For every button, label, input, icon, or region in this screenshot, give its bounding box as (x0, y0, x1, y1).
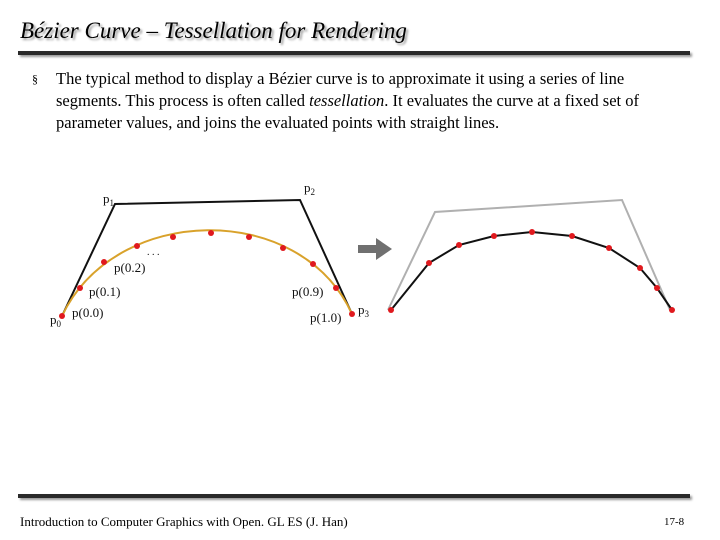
label-p3: p3 (358, 302, 370, 319)
bullet-text-part-2: . It evaluates the curve at a fixed set … (56, 91, 639, 132)
footer-divider (18, 494, 690, 498)
sample-point (654, 285, 660, 291)
title-divider (18, 51, 690, 55)
label-p-1-0: p(1.0) (310, 310, 341, 325)
sample-point (637, 265, 643, 271)
tessellated-polyline (390, 230, 673, 311)
sample-point (170, 234, 176, 240)
label-p-0-0: p(0.0) (72, 305, 103, 320)
sample-point (491, 233, 497, 239)
sample-point (280, 245, 286, 251)
sample-point (606, 245, 612, 251)
sample-point (388, 307, 394, 313)
left-diagram: p1 p2 p0 p3 p(0.0) p(0.1) p(0.2) p(0.9) … (50, 180, 370, 329)
label-p2: p2 (304, 180, 315, 197)
sample-point (208, 230, 214, 236)
sample-point (134, 243, 140, 249)
sample-point (529, 229, 535, 235)
label-p-0-1: p(0.1) (89, 284, 120, 299)
label-p0: p0 (50, 312, 62, 329)
sample-point (77, 285, 83, 291)
sample-point (310, 261, 316, 267)
right-diagram (387, 198, 675, 313)
label-p1: p1 (103, 191, 114, 208)
footer-course-title: Introduction to Computer Graphics with O… (20, 514, 348, 529)
label-p-0-9: p(0.9) (292, 284, 323, 299)
sample-point (426, 260, 432, 266)
bullet-text-part-1: The typical method to display a Bézier c… (56, 69, 625, 110)
curve-sample-points (59, 230, 355, 319)
control-polygon (61, 198, 353, 317)
sample-point (333, 285, 339, 291)
sample-point (456, 242, 462, 248)
control-polygon-faded (387, 198, 671, 311)
sample-point (569, 233, 575, 239)
bullet-text: The typical method to display a Bézier c… (56, 68, 692, 134)
bezier-curve (61, 229, 353, 317)
slide-number: 17-8 (664, 516, 685, 528)
sample-point (101, 259, 107, 265)
tessellation-figure: p1 p2 p0 p3 p(0.0) p(0.1) p(0.2) p(0.9) … (50, 180, 675, 329)
sample-point (669, 307, 675, 313)
ellipsis-label: . . . (147, 247, 160, 258)
sample-point (246, 234, 252, 240)
arrow-icon (358, 238, 392, 260)
sample-point (349, 311, 355, 317)
bullet-emphasis: tessellation (309, 91, 385, 110)
bullet-marker: § (32, 72, 38, 86)
sample-point (59, 313, 65, 319)
tessellation-points (388, 229, 675, 313)
label-p-0-2: p(0.2) (114, 260, 145, 275)
slide-title: Bézier Curve – Tessellation for Renderin… (20, 18, 407, 43)
bullet-item: § The typical method to display a Bézier… (32, 68, 692, 134)
